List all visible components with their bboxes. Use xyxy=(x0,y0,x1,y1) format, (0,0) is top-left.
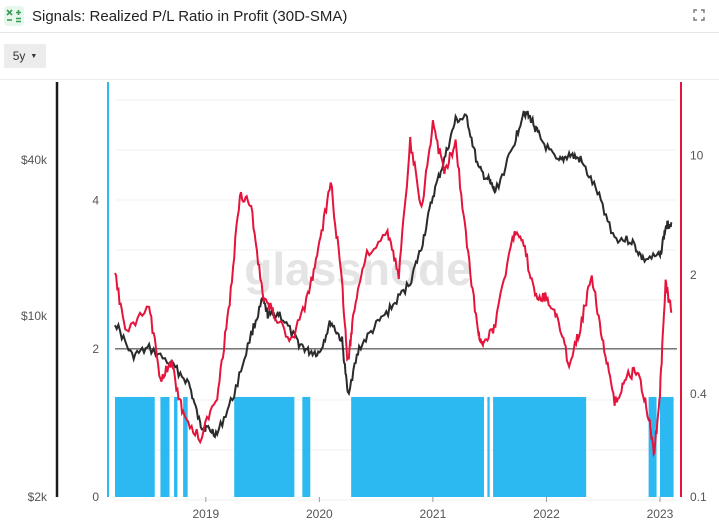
ratio-tick-label: 10 xyxy=(690,149,704,163)
x-tick-label: 2021 xyxy=(420,507,447,521)
chart-title: Signals: Realized P/L Ratio in Profit (3… xyxy=(32,7,348,25)
signal-bar xyxy=(174,396,178,497)
expand-icon[interactable] xyxy=(693,9,705,21)
signal-bar xyxy=(234,396,295,497)
x-tick-label: 2020 xyxy=(306,507,333,521)
chevron-down-icon: ▼ xyxy=(30,52,38,60)
x-tick-label: 2023 xyxy=(647,507,674,521)
signal-bar xyxy=(487,396,490,497)
ratio-tick-label: 0.4 xyxy=(690,387,707,401)
signal-bar xyxy=(115,396,155,497)
signal-bars xyxy=(115,396,674,497)
ratio-series-line xyxy=(114,120,673,458)
signal-bar xyxy=(493,396,587,497)
chart-toolbar: 5y ▼ xyxy=(0,33,719,80)
signal-bar xyxy=(183,396,188,497)
signal-tick-label: 2 xyxy=(92,342,99,356)
chart-header: Signals: Realized P/L Ratio in Profit (3… xyxy=(0,0,719,33)
signal-tick-label: 4 xyxy=(92,194,99,208)
range-label: 5y xyxy=(12,49,26,63)
ratio-tick-label: 0.1 xyxy=(690,490,707,504)
price-series-line xyxy=(114,110,673,439)
signal-bar xyxy=(160,396,170,497)
signal-bar xyxy=(659,396,674,497)
gridlines xyxy=(115,99,677,501)
signal-tick-label: 0 xyxy=(92,490,99,504)
signal-bar xyxy=(302,396,311,497)
range-selector[interactable]: 5y ▼ xyxy=(4,44,46,68)
signals-icon xyxy=(4,6,24,26)
x-tick-label: 2022 xyxy=(533,507,560,521)
price-tick-label: $40k xyxy=(21,153,48,167)
price-tick-label: $2k xyxy=(28,490,48,504)
signal-bar xyxy=(351,396,484,497)
ratio-tick-label: 2 xyxy=(690,268,697,282)
x-tick-label: 2019 xyxy=(192,507,219,521)
price-tick-label: $10k xyxy=(21,309,48,323)
